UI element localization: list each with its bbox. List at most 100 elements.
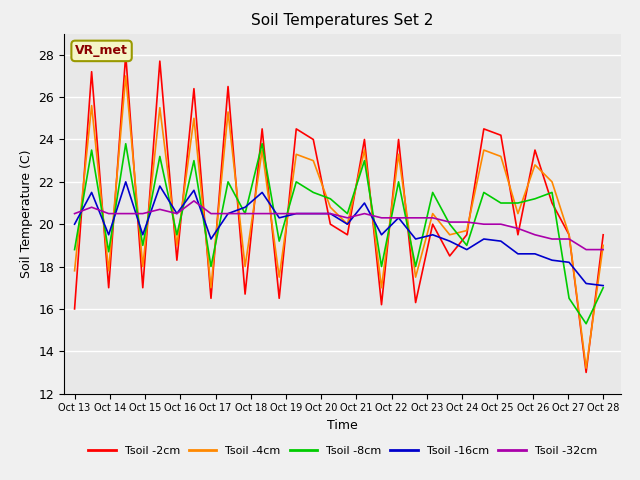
Tsoil -32cm	[241, 211, 249, 216]
Tsoil -2cm	[139, 285, 147, 290]
Tsoil -2cm	[360, 137, 368, 143]
Tsoil -2cm	[156, 58, 164, 64]
Tsoil -4cm	[190, 115, 198, 121]
Tsoil -8cm	[190, 158, 198, 164]
Tsoil -4cm	[71, 268, 79, 274]
Tsoil -32cm	[565, 236, 573, 242]
Tsoil -16cm	[360, 200, 368, 206]
Tsoil -32cm	[207, 211, 215, 216]
Tsoil -16cm	[378, 232, 385, 238]
Tsoil -2cm	[429, 221, 436, 227]
Tsoil -16cm	[429, 232, 436, 238]
Tsoil -32cm	[326, 211, 334, 216]
Tsoil -16cm	[224, 211, 232, 216]
Tsoil -2cm	[190, 86, 198, 92]
Tsoil -32cm	[463, 219, 470, 225]
Tsoil -8cm	[412, 264, 419, 269]
Text: VR_met: VR_met	[75, 44, 128, 58]
Tsoil -32cm	[275, 211, 283, 216]
Tsoil -4cm	[344, 221, 351, 227]
Y-axis label: Soil Temperature (C): Soil Temperature (C)	[20, 149, 33, 278]
Tsoil -4cm	[122, 73, 129, 79]
Tsoil -8cm	[378, 264, 385, 269]
Tsoil -2cm	[378, 302, 385, 308]
Tsoil -2cm	[292, 126, 300, 132]
Tsoil -4cm	[156, 105, 164, 110]
Tsoil -8cm	[395, 179, 403, 185]
Tsoil -8cm	[599, 285, 607, 290]
Tsoil -4cm	[88, 103, 95, 108]
Tsoil -2cm	[275, 295, 283, 301]
Tsoil -32cm	[259, 211, 266, 216]
Tsoil -2cm	[241, 291, 249, 297]
Tsoil -32cm	[599, 247, 607, 252]
Tsoil -4cm	[378, 285, 385, 290]
Legend: Tsoil -2cm, Tsoil -4cm, Tsoil -8cm, Tsoil -16cm, Tsoil -32cm: Tsoil -2cm, Tsoil -4cm, Tsoil -8cm, Tsoi…	[83, 441, 602, 460]
Tsoil -4cm	[207, 285, 215, 290]
Tsoil -2cm	[259, 126, 266, 132]
Tsoil -4cm	[224, 109, 232, 115]
Tsoil -8cm	[497, 200, 505, 206]
Tsoil -16cm	[241, 204, 249, 210]
Tsoil -4cm	[173, 242, 180, 248]
Tsoil -8cm	[71, 247, 79, 252]
Line: Tsoil -16cm: Tsoil -16cm	[75, 182, 603, 286]
Tsoil -32cm	[378, 215, 385, 221]
Tsoil -8cm	[344, 211, 351, 216]
Tsoil -16cm	[344, 221, 351, 227]
Tsoil -4cm	[548, 179, 556, 185]
Tsoil -16cm	[122, 179, 129, 185]
X-axis label: Time: Time	[327, 419, 358, 432]
Tsoil -8cm	[531, 196, 539, 202]
Tsoil -32cm	[360, 211, 368, 216]
Tsoil -4cm	[360, 147, 368, 153]
Tsoil -4cm	[446, 232, 454, 238]
Tsoil -2cm	[105, 285, 113, 290]
Tsoil -4cm	[480, 147, 488, 153]
Line: Tsoil -2cm: Tsoil -2cm	[75, 55, 603, 372]
Tsoil -2cm	[548, 200, 556, 206]
Tsoil -8cm	[360, 158, 368, 164]
Tsoil -4cm	[412, 274, 419, 280]
Tsoil -16cm	[497, 238, 505, 244]
Tsoil -16cm	[395, 215, 403, 221]
Tsoil -4cm	[241, 264, 249, 269]
Tsoil -2cm	[599, 232, 607, 238]
Tsoil -32cm	[156, 206, 164, 212]
Tsoil -16cm	[463, 247, 470, 252]
Tsoil -32cm	[71, 211, 79, 216]
Tsoil -32cm	[310, 211, 317, 216]
Line: Tsoil -4cm: Tsoil -4cm	[75, 76, 603, 368]
Tsoil -8cm	[156, 154, 164, 159]
Tsoil -8cm	[548, 190, 556, 195]
Tsoil -16cm	[207, 236, 215, 242]
Tsoil -4cm	[531, 162, 539, 168]
Tsoil -16cm	[275, 215, 283, 221]
Tsoil -4cm	[105, 268, 113, 274]
Tsoil -16cm	[531, 251, 539, 257]
Tsoil -32cm	[480, 221, 488, 227]
Tsoil -16cm	[582, 281, 590, 287]
Tsoil -16cm	[71, 221, 79, 227]
Tsoil -16cm	[514, 251, 522, 257]
Tsoil -16cm	[292, 211, 300, 216]
Tsoil -4cm	[599, 242, 607, 248]
Tsoil -16cm	[156, 183, 164, 189]
Tsoil -4cm	[259, 147, 266, 153]
Tsoil -16cm	[548, 257, 556, 263]
Tsoil -32cm	[514, 226, 522, 231]
Tsoil -2cm	[224, 84, 232, 89]
Tsoil -8cm	[463, 242, 470, 248]
Tsoil -8cm	[122, 141, 129, 146]
Tsoil -4cm	[429, 211, 436, 216]
Tsoil -32cm	[292, 211, 300, 216]
Tsoil -2cm	[565, 232, 573, 238]
Tsoil -8cm	[480, 190, 488, 195]
Tsoil -8cm	[582, 321, 590, 326]
Tsoil -2cm	[497, 132, 505, 138]
Tsoil -8cm	[514, 200, 522, 206]
Tsoil -4cm	[565, 232, 573, 238]
Tsoil -16cm	[565, 259, 573, 265]
Tsoil -2cm	[344, 232, 351, 238]
Line: Tsoil -8cm: Tsoil -8cm	[75, 144, 603, 324]
